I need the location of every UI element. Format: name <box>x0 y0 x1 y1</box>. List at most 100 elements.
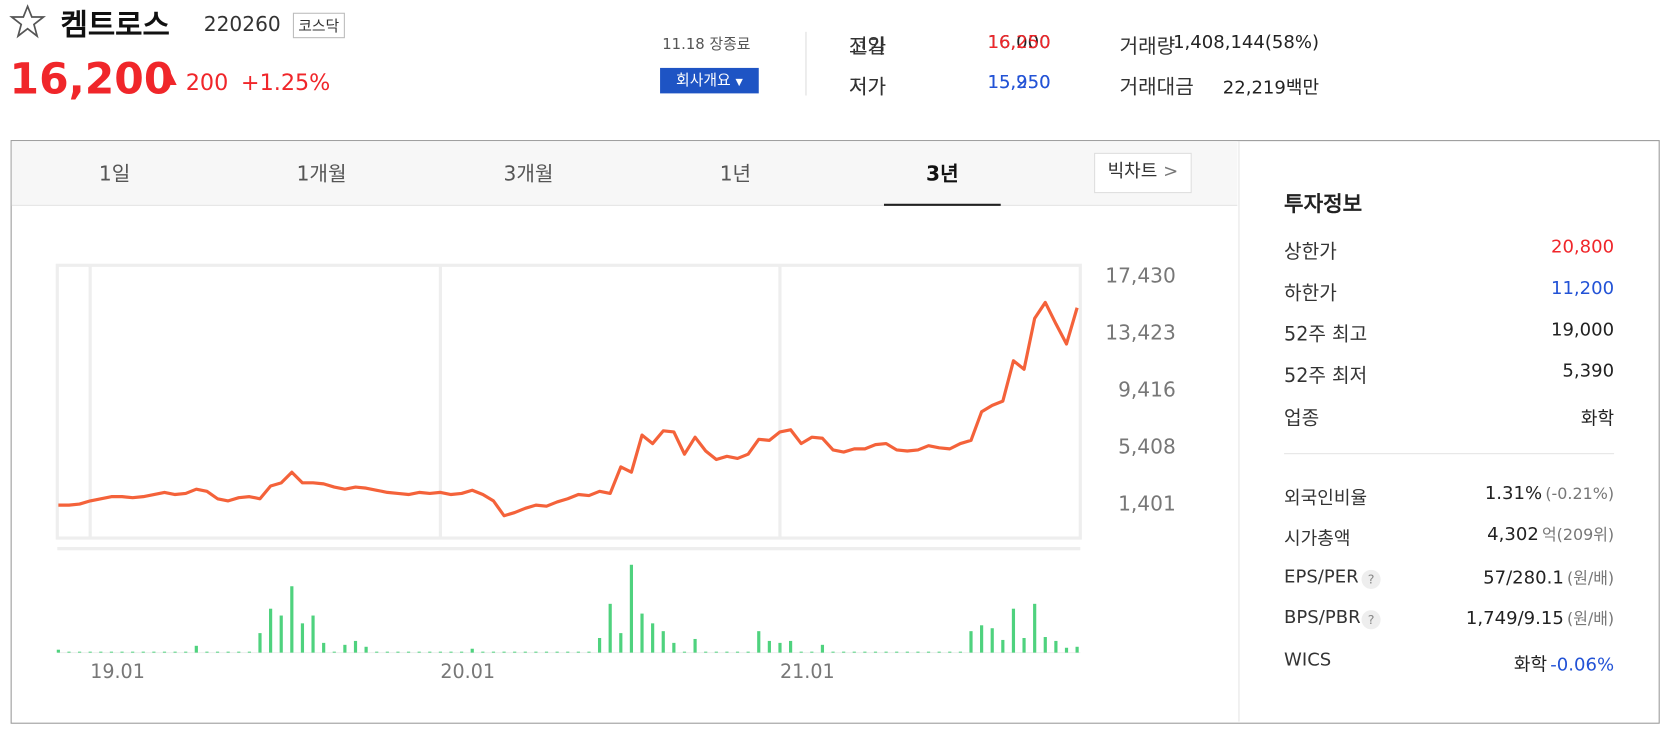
volume-bar <box>1075 646 1079 653</box>
panel-divider <box>1238 141 1240 722</box>
volume-bar <box>491 651 496 653</box>
volume-bar <box>576 651 580 653</box>
y-tick-label: 5,408 <box>1118 434 1176 458</box>
volume-bar <box>343 644 347 653</box>
stock-name: 켐트로스 <box>60 7 170 43</box>
stock-code: 220260 <box>203 12 281 37</box>
volume-bar <box>131 651 135 653</box>
quote-value: 15,950 <box>987 72 1051 94</box>
volume-bar <box>67 651 71 653</box>
volume-bar <box>905 651 909 653</box>
y-tick-label: 9,416 <box>1118 377 1176 401</box>
info-value-group: 4,302 억(209위) <box>1487 523 1614 545</box>
quote-label: 저가 <box>848 75 887 99</box>
volume-bar <box>152 651 156 653</box>
volume-bar <box>406 651 411 653</box>
volume-bar <box>173 651 177 653</box>
chart: 17,430 13,423 9,416 5,408 1,401 19.01 20.01 21.… <box>55 263 1176 683</box>
help-icon[interactable]: ? <box>1361 610 1381 630</box>
volume-bar <box>481 651 485 653</box>
info-label: 업종 <box>1284 407 1320 430</box>
volume-bar <box>863 651 867 653</box>
volume-bar <box>428 651 432 653</box>
info-value: 4,302 <box>1487 524 1539 546</box>
info-value: 11,200 <box>1550 278 1615 300</box>
volume-bar <box>661 631 665 653</box>
tab-underline <box>883 203 1001 206</box>
company-button[interactable]: 회사개요 ▼ <box>660 67 759 94</box>
info-title: 투자정보 <box>1284 191 1363 217</box>
tab[interactable]: 1일 <box>98 162 131 186</box>
volume-bar <box>842 651 846 653</box>
volume-bar <box>77 651 82 653</box>
price: 16,200 <box>9 55 174 104</box>
volume-bar <box>884 651 888 653</box>
volume-bar <box>799 651 803 653</box>
volume-bar <box>470 648 474 653</box>
info-value-group: 1.31% (-0.21%) <box>1485 483 1614 504</box>
quote-label: 고가 <box>848 35 887 59</box>
info-value: 화학 <box>1513 654 1548 676</box>
x-tick-label: 20.01 <box>440 660 495 683</box>
volume-bar <box>873 651 878 653</box>
volume-bar <box>56 649 60 653</box>
volume-bar <box>449 651 453 653</box>
volume-bar <box>789 640 793 653</box>
volume-bar <box>215 651 220 653</box>
x-tick-label: 19.01 <box>90 660 145 683</box>
volume-bar <box>619 633 623 653</box>
info-value: 20,800 <box>1550 236 1615 258</box>
volume-bar <box>767 640 771 653</box>
volume-bar <box>969 631 973 653</box>
info-label: 52주 최고 <box>1284 323 1368 346</box>
tab[interactable]: 1년 <box>719 162 752 186</box>
change-pct: +1.25% <box>240 70 331 96</box>
chart-box <box>10 140 1660 724</box>
help-icon[interactable]: ? <box>1361 569 1381 589</box>
volume-bar <box>460 651 464 653</box>
volume-bar <box>237 651 241 653</box>
quote-label: 시가 <box>848 75 887 99</box>
favorite-star[interactable] <box>8 3 46 39</box>
volume-bar <box>778 642 782 653</box>
volume-bar <box>1001 639 1005 653</box>
volume-bar <box>385 651 389 653</box>
volume-bar <box>651 623 655 653</box>
quote-label: 전일 <box>848 35 887 59</box>
info-extra: (원/배) <box>1567 568 1615 588</box>
volume-bar <box>300 623 305 653</box>
big-chart-button[interactable]: 빅차트 > <box>1094 152 1192 194</box>
volume-bar <box>746 651 750 653</box>
volume-bar <box>205 651 209 653</box>
up-arrow: ▲ <box>164 67 177 88</box>
tab[interactable]: 1개월 <box>296 162 347 186</box>
info-value-group: 화학 -0.06% <box>1514 649 1614 676</box>
volume-bar <box>735 651 740 653</box>
big-chart-label: 빅차트 <box>1107 161 1158 183</box>
volume-bar <box>990 628 994 653</box>
volume-bar <box>226 651 230 653</box>
volume-bar <box>820 644 825 653</box>
volume-bar <box>757 631 761 653</box>
volume-bar <box>120 651 124 653</box>
tab[interactable]: 3개월 <box>503 162 554 186</box>
volume-bar <box>1064 647 1069 653</box>
info-label: WICS <box>1284 649 1332 671</box>
volume-bar <box>502 651 506 653</box>
volume-bar <box>544 651 549 653</box>
volume-bar <box>269 608 273 653</box>
market-badge: 코스닥 <box>292 12 345 39</box>
info-label: BPS/PBR <box>1284 607 1361 629</box>
quote-value: 22,219백만 <box>1222 77 1320 99</box>
volume-bar <box>141 651 145 653</box>
volume-bar <box>1054 640 1058 653</box>
tab[interactable]: 3년 <box>926 162 959 186</box>
chevron: > <box>1163 161 1179 183</box>
volume-bar <box>926 651 931 653</box>
volume-bar <box>523 651 527 653</box>
volume-bar <box>810 651 814 653</box>
info-value: 화학 <box>1580 408 1615 430</box>
info-label: 상한가 <box>1284 240 1337 264</box>
volume-bar <box>831 651 835 653</box>
